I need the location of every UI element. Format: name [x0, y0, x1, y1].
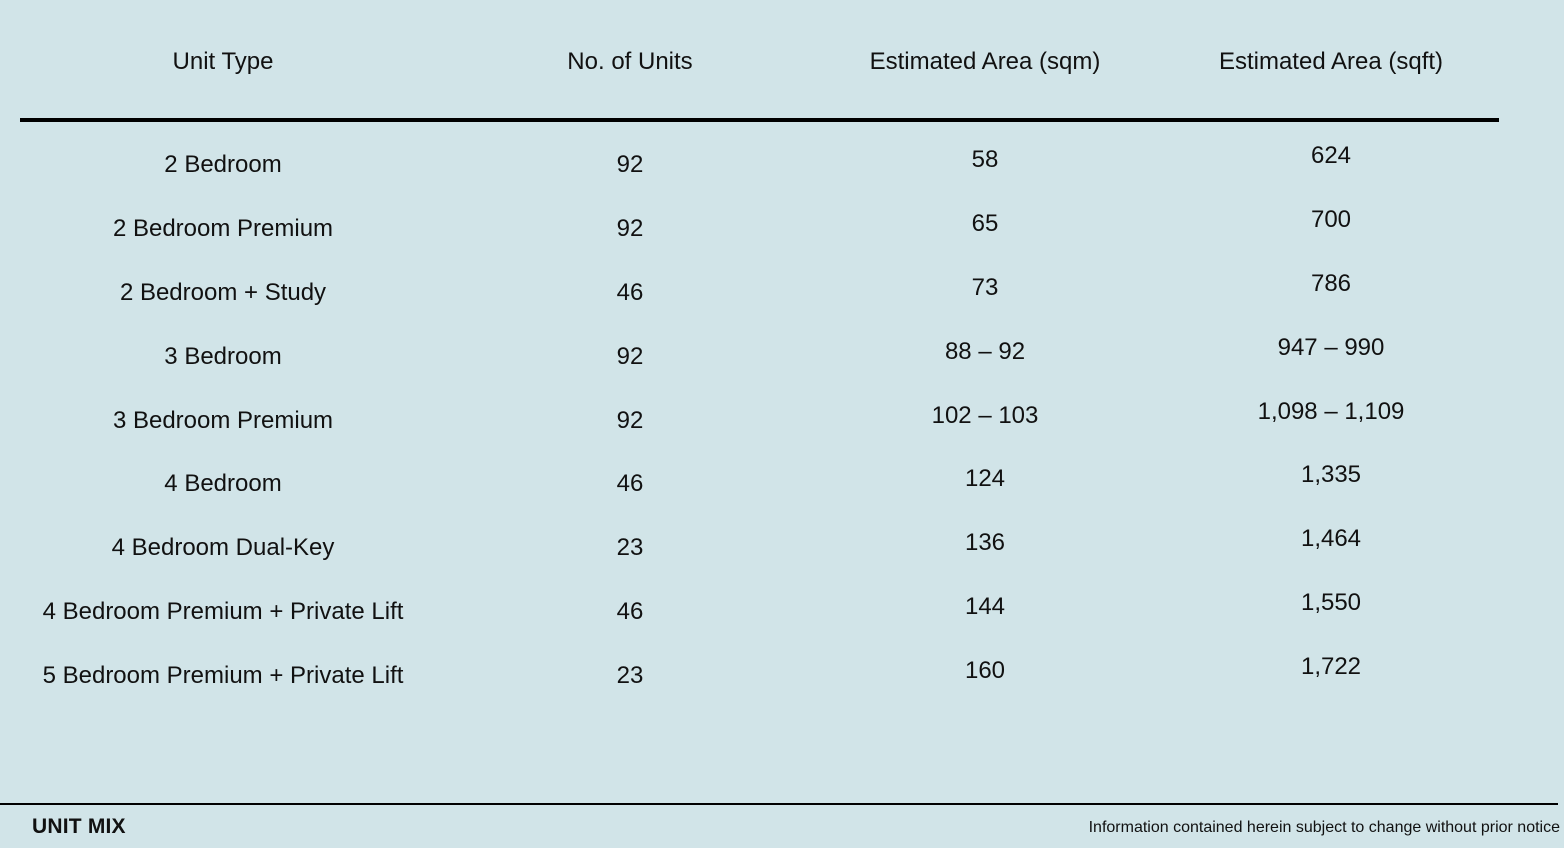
cell-area-sqft: 947 – 990 [1277, 334, 1385, 361]
cell-area-sqm: 73 [971, 274, 999, 301]
cell-no-of-units: 23 [616, 534, 644, 561]
cell-no-of-units: 46 [616, 279, 644, 306]
cell-area-sqft: 1,464 [1300, 525, 1362, 552]
footer-title: UNIT MIX [32, 815, 126, 838]
cell-area-sqft: 1,722 [1300, 653, 1362, 680]
cell-area-sqm: 58 [971, 146, 999, 173]
footer-divider [0, 803, 1558, 805]
cell-unit-type: 3 Bedroom [164, 343, 282, 370]
cell-area-sqft: 700 [1310, 206, 1352, 233]
unit-mix-table: Unit Type No. of Units Estimated Area (s… [20, 0, 1499, 689]
cell-area-sqm: 136 [964, 529, 1006, 556]
table-row: 4 Bedroom 46 124 1,335 [20, 445, 1499, 509]
cell-unit-type: 2 Bedroom Premium [112, 215, 334, 242]
footer-disclaimer: Information contained herein subject to … [1088, 819, 1560, 836]
cell-no-of-units: 92 [616, 151, 644, 178]
cell-unit-type: 2 Bedroom + Study [119, 279, 327, 306]
cell-area-sqm: 160 [964, 657, 1006, 684]
cell-area-sqft: 1,550 [1300, 589, 1362, 616]
cell-no-of-units: 23 [616, 662, 644, 689]
cell-unit-type: 4 Bedroom [164, 470, 282, 497]
header-area-sqft: Estimated Area (sqft) [1218, 48, 1444, 75]
cell-no-of-units: 46 [616, 598, 644, 625]
cell-area-sqft: 1,098 – 1,109 [1257, 398, 1405, 425]
table-row: 2 Bedroom + Study 46 73 786 [20, 254, 1499, 318]
cell-area-sqm: 65 [971, 210, 999, 237]
cell-area-sqm: 88 – 92 [944, 338, 1026, 365]
cell-area-sqft: 1,335 [1300, 461, 1362, 488]
header-unit-type: Unit Type [172, 48, 274, 75]
table-row: 2 Bedroom Premium 92 65 700 [20, 190, 1499, 254]
cell-no-of-units: 92 [616, 407, 644, 434]
cell-no-of-units: 92 [616, 215, 644, 242]
cell-area-sqft: 786 [1310, 270, 1352, 297]
cell-area-sqm: 144 [964, 593, 1006, 620]
table-row: 3 Bedroom 92 88 – 92 947 – 990 [20, 318, 1499, 382]
cell-unit-type: 4 Bedroom Dual-Key [111, 534, 335, 561]
cell-area-sqft: 624 [1310, 142, 1352, 169]
table-row: 3 Bedroom Premium 92 102 – 103 1,098 – 1… [20, 382, 1499, 446]
table-header-row: Unit Type No. of Units Estimated Area (s… [20, 0, 1499, 122]
table-row: 5 Bedroom Premium + Private Lift 23 160 … [20, 637, 1499, 701]
table-row: 4 Bedroom Premium + Private Lift 46 144 … [20, 573, 1499, 637]
header-no-of-units: No. of Units [567, 48, 693, 75]
cell-unit-type: 4 Bedroom Premium + Private Lift [42, 598, 404, 625]
cell-no-of-units: 92 [616, 343, 644, 370]
cell-area-sqm: 102 – 103 [931, 402, 1039, 429]
table-row: 4 Bedroom Dual-Key 23 136 1,464 [20, 509, 1499, 573]
header-area-sqm: Estimated Area (sqm) [869, 48, 1101, 75]
cell-area-sqm: 124 [964, 465, 1006, 492]
table-row: 2 Bedroom 92 58 624 [20, 126, 1499, 190]
cell-no-of-units: 46 [616, 470, 644, 497]
cell-unit-type: 5 Bedroom Premium + Private Lift [42, 662, 404, 689]
cell-unit-type: 3 Bedroom Premium [112, 407, 334, 434]
cell-unit-type: 2 Bedroom [164, 151, 282, 178]
